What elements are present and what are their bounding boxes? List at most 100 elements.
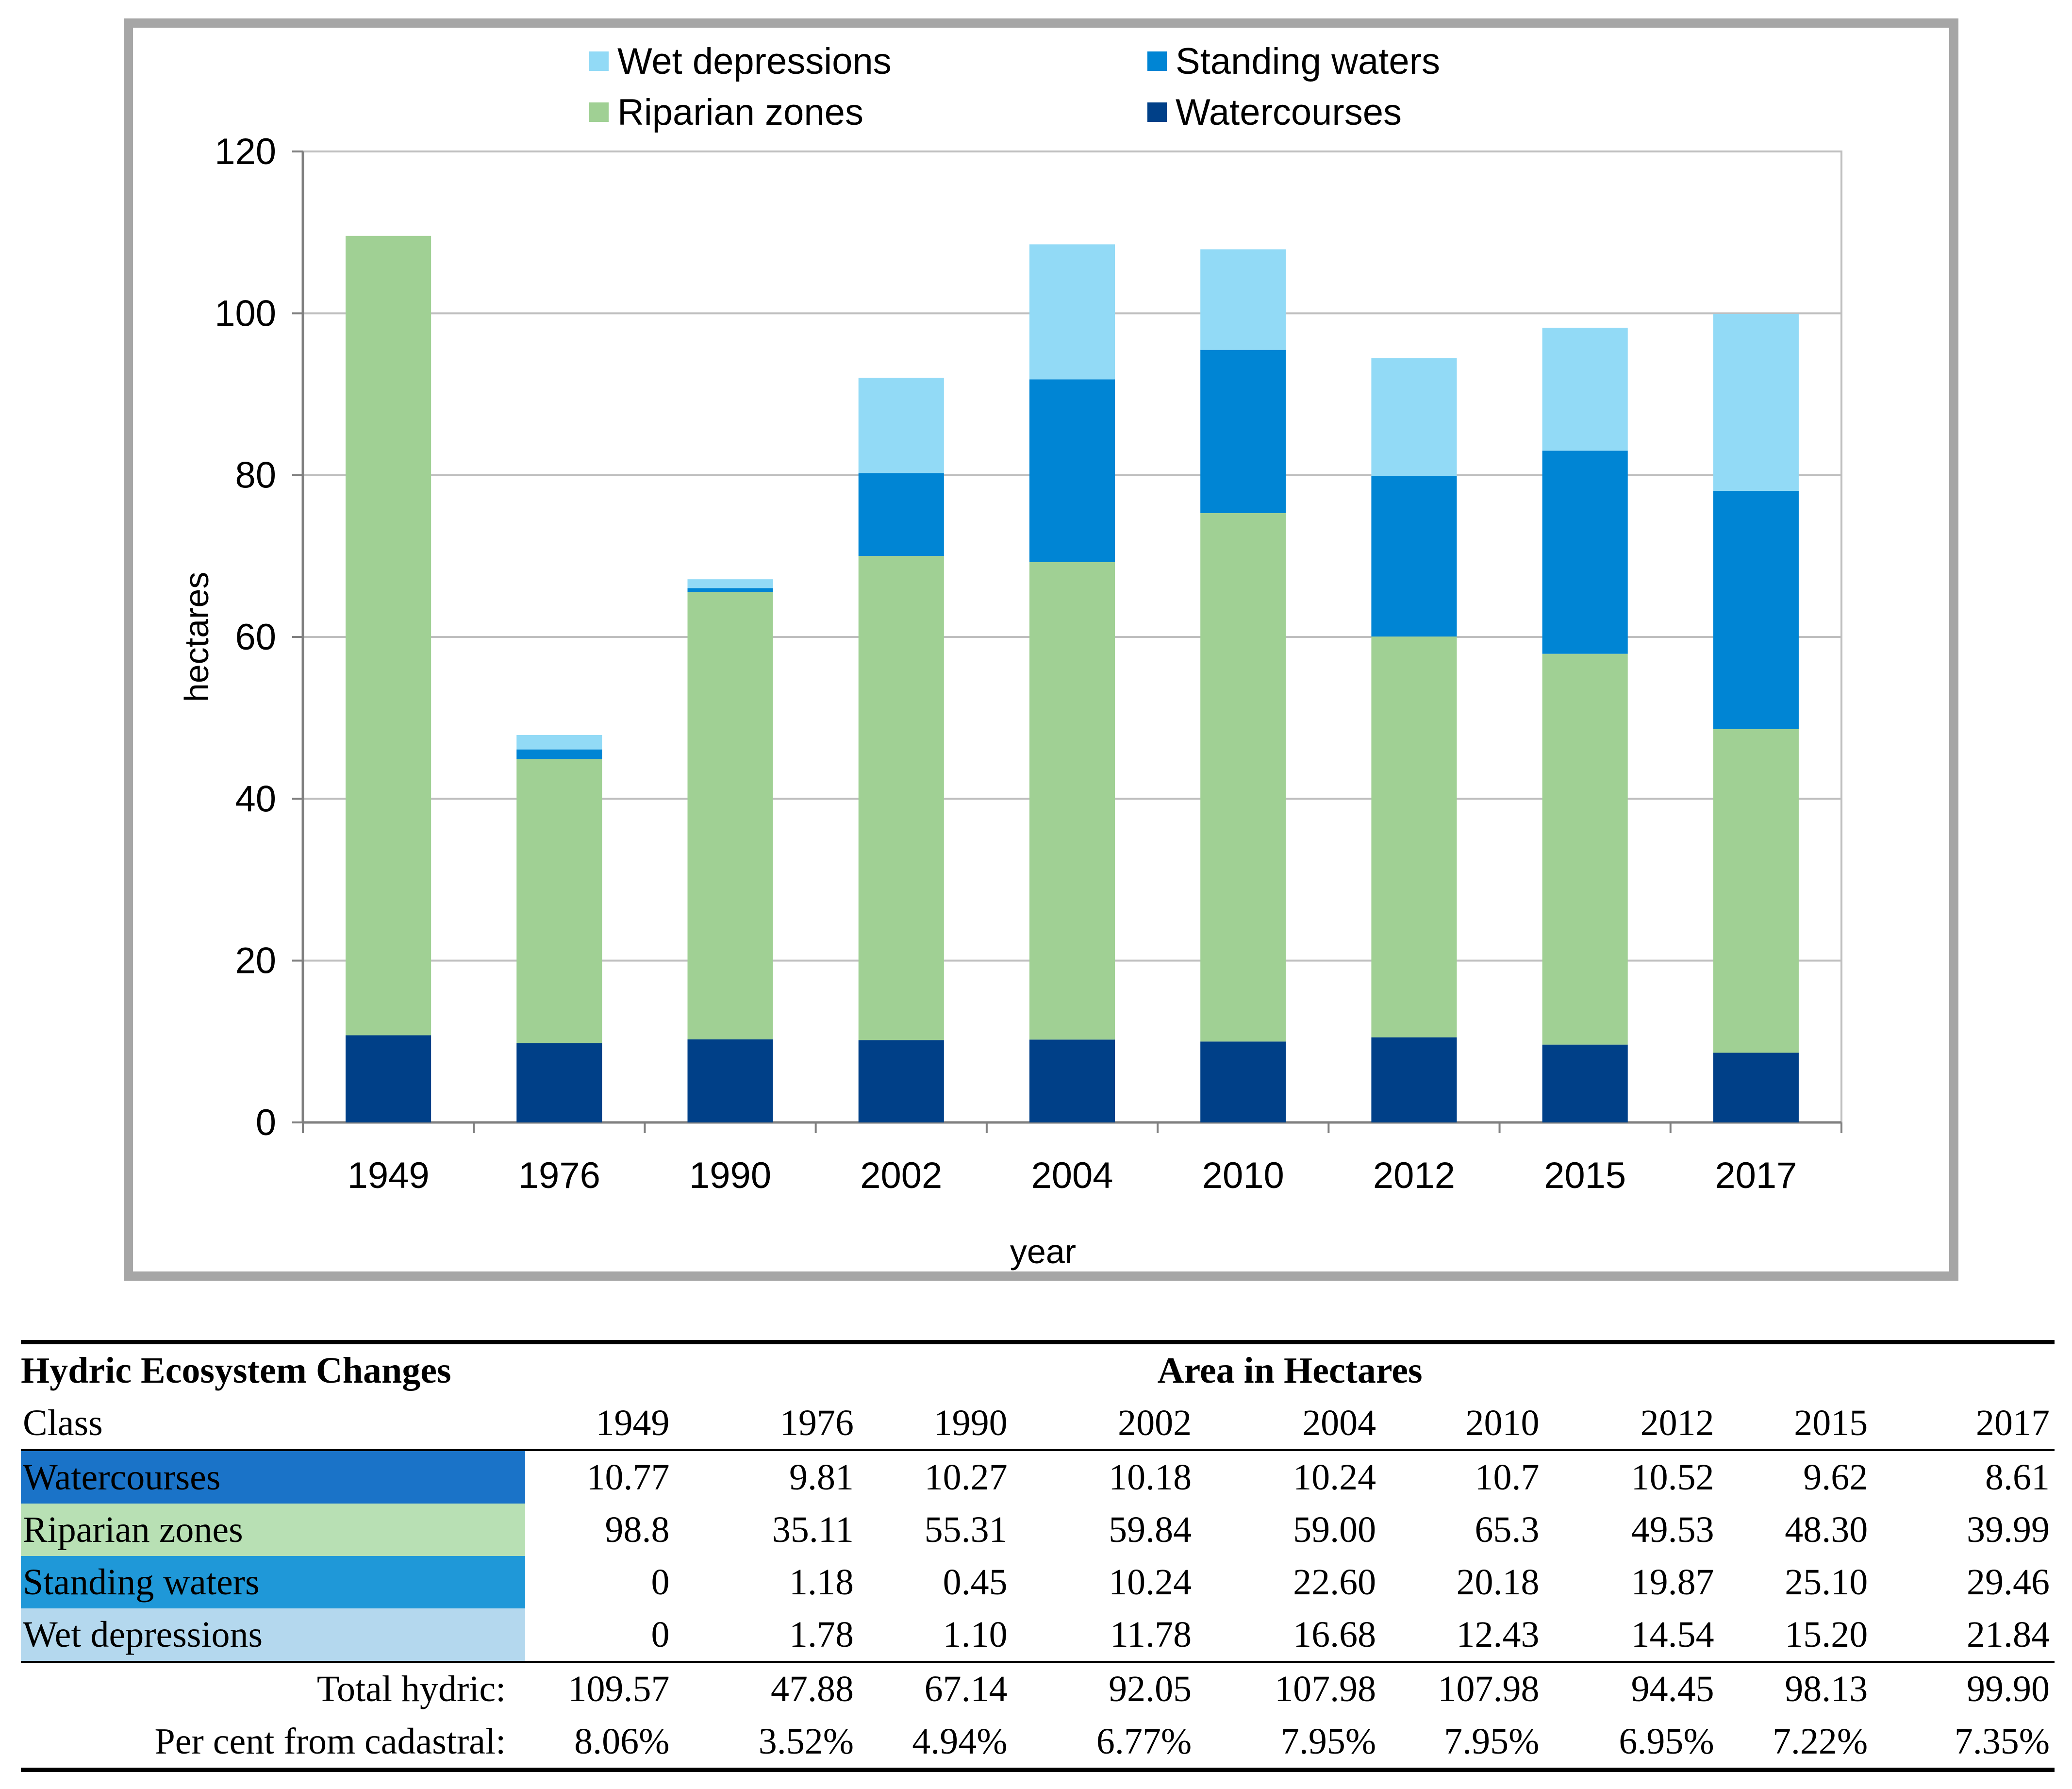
table-cell: 29.46: [1967, 1562, 2050, 1603]
table-cell: 65.3: [1475, 1509, 1540, 1550]
y-tick-label: 120: [215, 131, 276, 172]
percent-row: Per cent from cadastral: 8.06% 3.52% 4.94% 6…: [21, 1715, 2055, 1772]
table-cell: 6.95%: [1544, 1715, 1719, 1772]
table-cell: 1.78: [789, 1614, 854, 1655]
bar-riparian-zones-2004: [1029, 562, 1115, 1040]
legend-label-standing-waters: Standing waters: [1176, 41, 1440, 82]
bar-riparian-zones-2015: [1542, 653, 1628, 1045]
table-cell: 107.98: [1381, 1661, 1544, 1715]
legend-label-wet-depressions: Wet depressions: [617, 41, 892, 82]
class-label: Standing waters: [21, 1556, 526, 1608]
bar-watercourses-2010: [1200, 1041, 1286, 1122]
legend-label-watercourses: Watercourses: [1176, 92, 1402, 133]
table-cell: 7.35%: [1873, 1715, 2055, 1772]
hydric-table: Hydric Ecosystem Changes Area in Hectare…: [21, 1340, 2055, 1772]
x-tick-label: 1976: [518, 1155, 600, 1196]
bar-standing-waters-2010: [1200, 350, 1286, 513]
table-cell: 67.14: [859, 1661, 1012, 1715]
table-cell: 8.06%: [525, 1715, 675, 1772]
y-tick-label: 100: [215, 293, 276, 334]
bar-wet-depressions-2002: [858, 378, 944, 473]
table-cell: 4.94%: [859, 1715, 1012, 1772]
bar-standing-waters-2004: [1029, 379, 1115, 562]
table-cell: 10.77: [525, 1449, 675, 1504]
bar-wet-depressions-2017: [1713, 314, 1799, 491]
bar-watercourses-2012: [1371, 1037, 1457, 1122]
bar-watercourses-2017: [1713, 1053, 1799, 1122]
bar-riparian-zones-2010: [1200, 513, 1286, 1042]
x-tick-label: 2002: [860, 1155, 942, 1196]
bar-riparian-zones-2017: [1713, 729, 1799, 1053]
legend-swatch-watercourses: [1147, 102, 1167, 122]
x-tick-label: 1990: [689, 1155, 771, 1196]
table-title-row: Hydric Ecosystem Changes Area in Hectare…: [21, 1340, 2055, 1397]
bar-riparian-zones-1990: [687, 592, 773, 1039]
table-cell: 21.84: [1967, 1614, 2050, 1655]
bar-watercourses-2004: [1029, 1039, 1115, 1122]
y-tick-label: 80: [235, 455, 276, 496]
table-cell: 6.77%: [1012, 1715, 1197, 1772]
x-tick-label: 2015: [1544, 1155, 1626, 1196]
table-cell: 49.53: [1631, 1509, 1714, 1550]
table-cell: 1.18: [789, 1562, 854, 1603]
bar-riparian-zones-1976: [516, 759, 602, 1043]
x-tick-label: 2004: [1031, 1155, 1113, 1196]
year-header: 1990: [933, 1403, 1008, 1443]
table-cell: 107.98: [1196, 1661, 1381, 1715]
year-header: 2017: [1976, 1403, 2050, 1443]
percent-row-label: Per cent from cadastral:: [21, 1715, 526, 1772]
bar-wet-depressions-2010: [1200, 249, 1286, 350]
table-cell: 11.78: [1110, 1614, 1192, 1655]
y-tick-label: 40: [235, 778, 276, 819]
table-cell: 59.84: [1109, 1509, 1192, 1550]
table-cell: 0: [651, 1614, 670, 1655]
table-row: Riparian zones 98.8 35.11 55.31 59.84 59.00 65…: [21, 1504, 2055, 1556]
bar-watercourses-2002: [858, 1040, 944, 1122]
table-cell: 99.90: [1873, 1661, 2055, 1715]
bar-standing-waters-2017: [1713, 491, 1799, 729]
bar-riparian-zones-2002: [858, 556, 944, 1040]
y-tick-label: 60: [235, 617, 276, 658]
table-cell: 98.13: [1719, 1661, 1873, 1715]
year-header: 1949: [596, 1403, 670, 1443]
table-cell: 10.24: [1109, 1562, 1192, 1603]
year-header: 2002: [1118, 1403, 1192, 1443]
area-header: Area in Hectares: [525, 1340, 2055, 1397]
year-header: 2010: [1465, 1403, 1540, 1443]
bar-standing-waters-1990: [687, 588, 773, 592]
y-tick-label: 0: [256, 1102, 276, 1143]
table-cell: 94.45: [1544, 1661, 1719, 1715]
table-cell: 10.52: [1544, 1449, 1719, 1504]
legend-label-riparian-zones: Riparian zones: [617, 92, 863, 133]
chart-frame: 0 20 40 60 80 100 120 1949 1976 1990 2002 2004 2010 2…: [124, 18, 1958, 1281]
bar-standing-waters-2015: [1542, 451, 1628, 654]
x-axis-label: year: [1010, 1233, 1076, 1271]
table-cell: 47.88: [674, 1661, 859, 1715]
x-tick-label: 2010: [1202, 1155, 1284, 1196]
legend-swatch-standing-waters: [1147, 51, 1167, 71]
table-cell: 1.10: [943, 1614, 1008, 1655]
table-cell: 10.24: [1196, 1449, 1381, 1504]
table-cell: 22.60: [1293, 1562, 1376, 1603]
table-row: Standing waters 0 1.18 0.45 10.24 22.60 20.18 1…: [21, 1556, 2055, 1608]
year-header-row: Class 1949 1976 1990 2002 2004 2010 2012 2015 20…: [21, 1397, 2055, 1450]
y-axis-label: hectares: [178, 572, 215, 702]
table-cell: 10.7: [1381, 1449, 1544, 1504]
bar-wet-depressions-1990: [687, 579, 773, 588]
table-cell: 98.8: [605, 1509, 670, 1550]
table-cell: 25.10: [1785, 1562, 1868, 1603]
bar-standing-waters-2012: [1371, 476, 1457, 637]
bar-standing-waters-2002: [858, 473, 944, 556]
table-cell: 55.31: [924, 1509, 1008, 1550]
table-title: Hydric Ecosystem Changes: [21, 1340, 526, 1397]
total-row-label: Total hydric:: [21, 1661, 526, 1715]
legend-swatch-riparian-zones: [589, 102, 609, 122]
table-cell: 0.45: [943, 1562, 1008, 1603]
table-cell: 7.95%: [1381, 1715, 1544, 1772]
table-cell: 20.18: [1456, 1562, 1540, 1603]
table-cell: 14.54: [1631, 1614, 1714, 1655]
table-cell: 19.87: [1631, 1562, 1714, 1603]
x-tick-label: 1949: [348, 1155, 430, 1196]
table-cell: 12.43: [1456, 1614, 1540, 1655]
table-cell: 92.05: [1012, 1661, 1197, 1715]
